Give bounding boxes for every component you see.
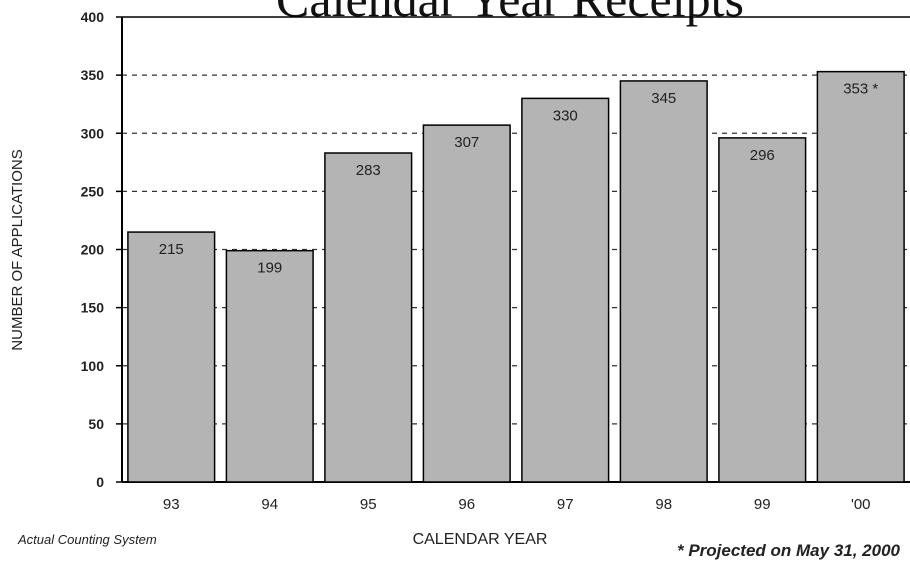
chart-title: Calendar Year Receipts (276, 0, 744, 27)
x-tick-label: 99 (754, 496, 771, 513)
data-label: 283 (356, 162, 381, 179)
y-tick-label: 200 (81, 242, 105, 258)
y-axis-label: NUMBER OF APPLICATIONS (9, 149, 26, 350)
x-tick-label: 95 (360, 496, 377, 513)
x-axis-label: CALENDAR YEAR (413, 531, 548, 548)
data-label: 215 (159, 241, 184, 258)
annotation: Actual Counting System (17, 532, 157, 547)
data-label: 199 (257, 260, 282, 277)
y-tick-label: 150 (81, 300, 105, 316)
data-label: 330 (553, 107, 578, 124)
y-tick-label: 50 (88, 416, 104, 432)
data-label: 345 (651, 90, 676, 107)
bar (324, 152, 413, 483)
x-tick-label: '00 (851, 496, 871, 513)
x-tick-label: 96 (458, 496, 475, 513)
y-tick-label: 250 (81, 183, 105, 199)
bar (816, 70, 905, 483)
y-tick-label: 0 (96, 474, 104, 490)
annotation: * Projected on May 31, 2000 (677, 541, 901, 560)
x-tick-label: 98 (655, 496, 672, 513)
bar (422, 124, 511, 483)
y-tick-label: 400 (81, 9, 105, 25)
bar (521, 97, 610, 483)
bar (619, 80, 708, 483)
bar (225, 249, 314, 483)
y-tick-label: 350 (81, 67, 105, 83)
bar (718, 137, 807, 483)
data-label: 296 (750, 147, 775, 164)
data-label: 353 * (843, 81, 878, 98)
x-tick-label: 97 (557, 496, 574, 513)
y-tick-label: 100 (81, 358, 105, 374)
x-tick-label: 94 (261, 496, 278, 513)
data-label: 307 (454, 134, 479, 151)
bar (127, 231, 216, 483)
y-tick-label: 300 (81, 125, 105, 141)
x-tick-label: 93 (163, 496, 180, 513)
